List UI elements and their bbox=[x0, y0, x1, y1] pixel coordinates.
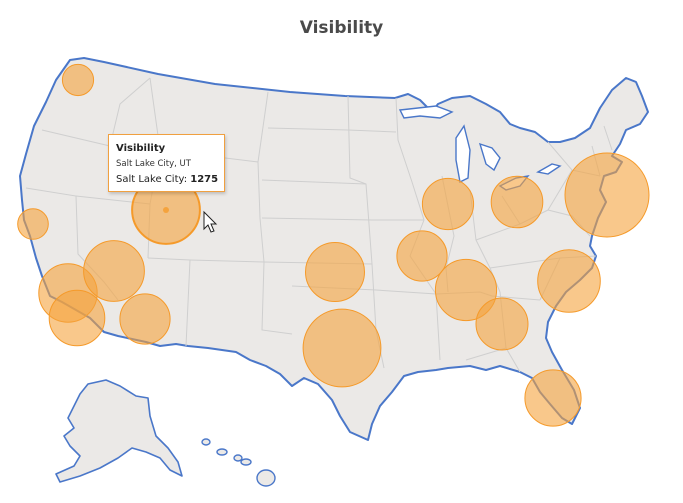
bubble-san-diego[interactable] bbox=[48, 289, 106, 347]
bubble-layer bbox=[17, 63, 650, 427]
tooltip-value: 1275 bbox=[190, 174, 219, 185]
tooltip-label: Salt Lake City: bbox=[116, 174, 188, 185]
bubble-chicago[interactable] bbox=[421, 177, 475, 231]
tooltip-title: Visibility bbox=[116, 143, 166, 154]
bubble-detroit[interactable] bbox=[490, 175, 544, 229]
tooltip: Visibility Salt Lake City, UT Salt Lake … bbox=[108, 134, 225, 192]
bubble-st-louis[interactable] bbox=[396, 230, 448, 282]
bubble-raleigh[interactable] bbox=[537, 249, 601, 313]
bubble-centers bbox=[163, 207, 169, 213]
hawaii-islands bbox=[201, 438, 276, 487]
bubble-center-marker bbox=[163, 207, 169, 213]
mouse-cursor-icon bbox=[203, 210, 218, 233]
chart-title: Visibility bbox=[299, 18, 384, 38]
bubble-new-york[interactable] bbox=[564, 152, 650, 238]
bubble-kansas-city[interactable] bbox=[305, 242, 365, 302]
bubble-las-vegas[interactable] bbox=[83, 240, 145, 302]
bubble-orlando[interactable] bbox=[524, 369, 582, 427]
bubble-seattle[interactable] bbox=[61, 63, 95, 97]
bubble-dallas[interactable] bbox=[302, 308, 382, 388]
bubble-phoenix[interactable] bbox=[119, 293, 171, 345]
bubble-atlanta[interactable] bbox=[475, 297, 529, 351]
tooltip-value-line: Salt Lake City: 1275 bbox=[116, 174, 218, 185]
alaska-shape bbox=[55, 379, 183, 483]
tooltip-location: Salt Lake City, UT bbox=[116, 159, 191, 169]
bubble-san-francisco[interactable] bbox=[17, 208, 49, 240]
bubble-nashville[interactable] bbox=[434, 258, 498, 322]
